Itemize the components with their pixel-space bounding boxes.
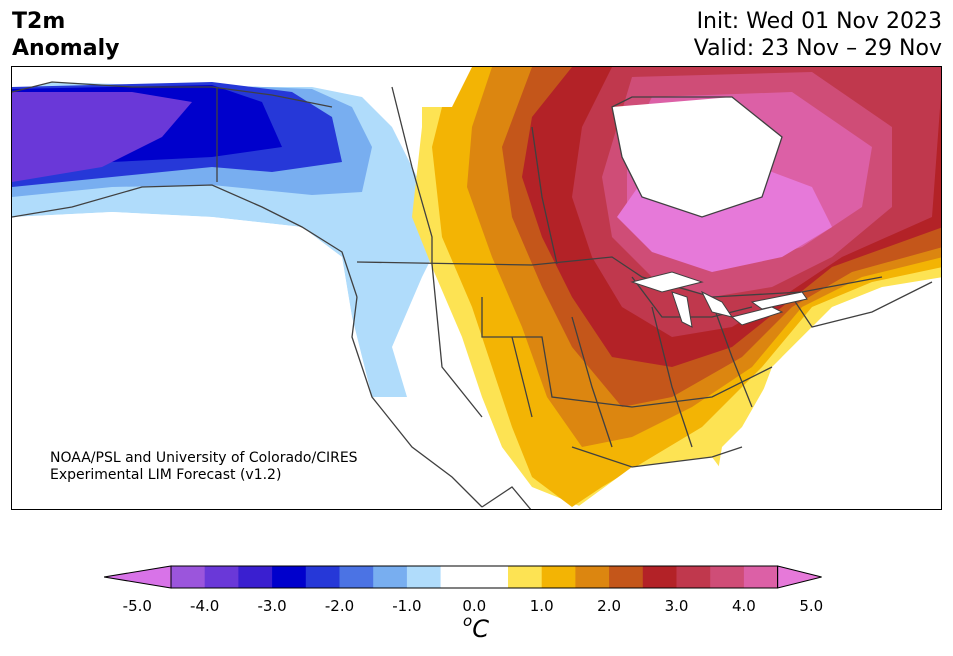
forecast-dates: Init: Wed 01 Nov 2023 Valid: 23 Nov – 29… bbox=[694, 8, 942, 62]
colorbar-tick-label: -1.0 bbox=[392, 597, 422, 615]
colorbar-swatch bbox=[440, 566, 475, 588]
colorbar-swatch bbox=[541, 566, 576, 588]
colorbar-arrow-high bbox=[777, 565, 822, 589]
units-letter: C bbox=[472, 615, 489, 643]
credit-text: NOAA/PSL and University of Colorado/CIRE… bbox=[50, 450, 358, 484]
credit-line-2: Experimental LIM Forecast (v1.2) bbox=[50, 467, 282, 483]
colorbar-tick-label: 2.0 bbox=[597, 597, 622, 615]
hudson-bay bbox=[612, 97, 782, 217]
pacific-ocean bbox=[12, 212, 490, 509]
cold-band-violet bbox=[12, 92, 192, 182]
atlantic-ocean bbox=[742, 297, 941, 509]
map-svg bbox=[12, 67, 941, 509]
colorbar-tick-label: -5.0 bbox=[122, 597, 152, 615]
title-line-1: T2m bbox=[12, 9, 66, 34]
colorbar-swatch bbox=[305, 566, 340, 588]
colorbar-swatch bbox=[642, 566, 677, 588]
colorbar-swatch bbox=[508, 566, 543, 588]
units-label: oC bbox=[463, 612, 489, 643]
anomaly-map: NOAA/PSL and University of Colorado/CIRE… bbox=[11, 66, 942, 510]
colorbar-tick-label: -3.0 bbox=[257, 597, 287, 615]
init-date: Init: Wed 01 Nov 2023 bbox=[696, 9, 942, 34]
anomaly-fields bbox=[12, 67, 941, 509]
colorbar-swatch bbox=[373, 566, 408, 588]
colorbar-swatch bbox=[406, 566, 442, 588]
colorbar-swatch bbox=[204, 566, 239, 588]
gulf-of-mexico bbox=[574, 457, 751, 509]
valid-range: Valid: 23 Nov – 29 Nov bbox=[693, 36, 942, 61]
units-degree: o bbox=[463, 612, 473, 630]
colorbar-tick-label: 3.0 bbox=[664, 597, 689, 615]
great-lakes bbox=[630, 271, 808, 328]
title-line-2: Anomaly bbox=[12, 36, 120, 61]
colorbar-swatch bbox=[339, 566, 374, 588]
colorbar-tick-label: 4.0 bbox=[731, 597, 756, 615]
colorbar-swatch bbox=[609, 566, 644, 588]
colorbar-tick-label: -2.0 bbox=[324, 597, 355, 615]
map-title: T2m Anomaly bbox=[12, 8, 119, 62]
colorbar-swatch bbox=[238, 566, 273, 588]
colorbar-swatch bbox=[676, 566, 711, 588]
colorbar-swatch bbox=[743, 566, 779, 588]
colorbar-swatch bbox=[272, 566, 307, 588]
colorbar-swatch bbox=[474, 566, 509, 588]
colorbar-outline bbox=[170, 565, 779, 589]
colorbar-tick-label: 1.0 bbox=[529, 597, 554, 615]
colorbar bbox=[104, 565, 822, 589]
colorbar-swatch bbox=[171, 566, 206, 588]
colorbar-arrow-low bbox=[104, 565, 172, 589]
borders bbox=[12, 81, 933, 509]
credit-line-1: NOAA/PSL and University of Colorado/CIRE… bbox=[50, 450, 358, 466]
colorbar-tick-label: 5.0 bbox=[799, 597, 824, 615]
colorbar-swatch bbox=[575, 566, 610, 588]
colorbar-tick-label: -4.0 bbox=[190, 597, 220, 615]
colorbar-swatch bbox=[710, 566, 745, 588]
colorbar-tick-label: 0.0 bbox=[462, 597, 487, 615]
